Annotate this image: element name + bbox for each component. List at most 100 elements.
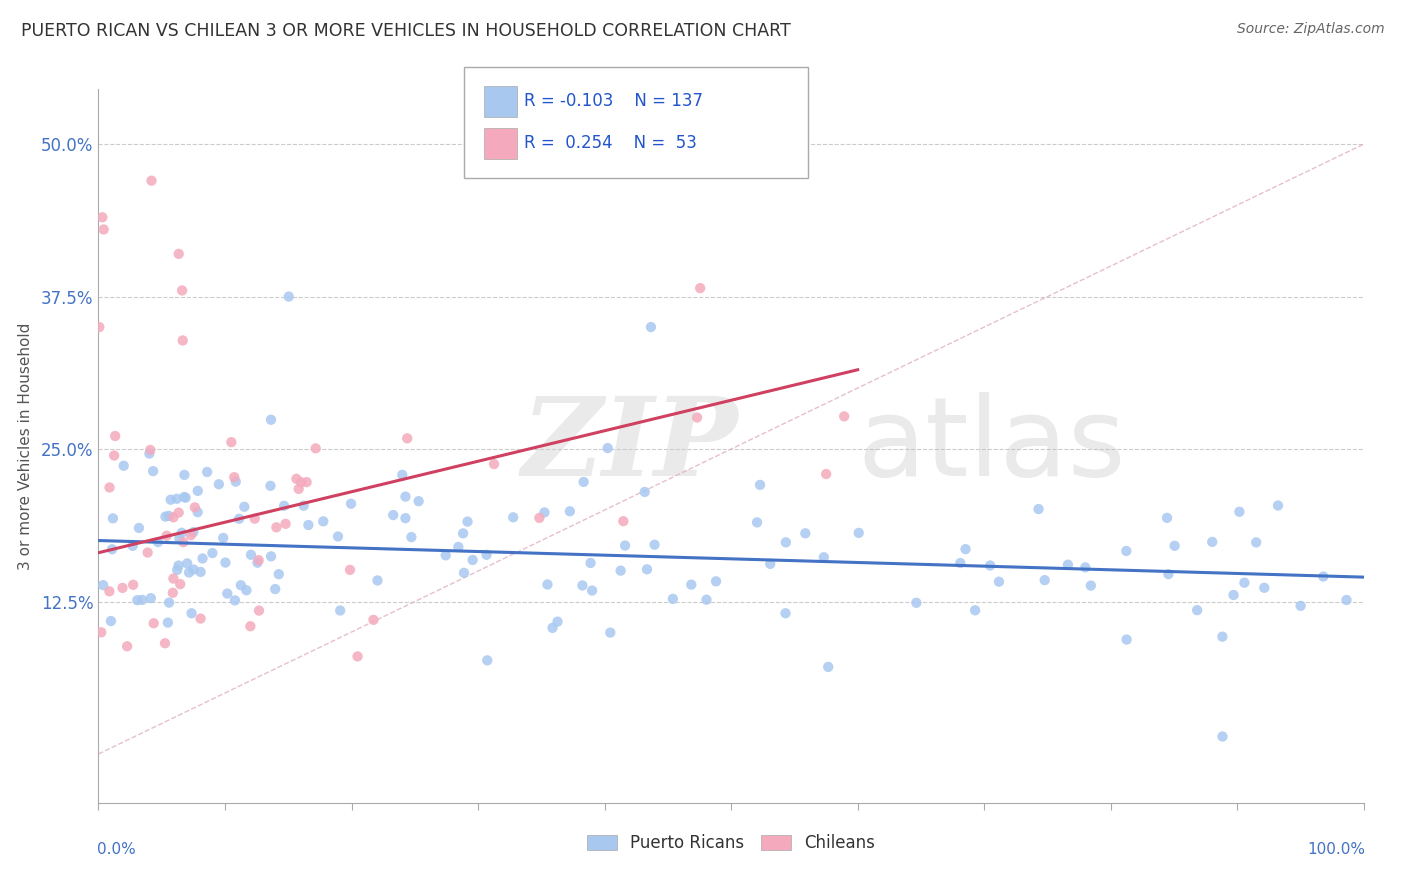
Point	[112, 458, 135, 473]
Point	[181, 525, 204, 540]
Point	[391, 467, 413, 482]
Point	[100, 614, 122, 628]
Point	[111, 581, 134, 595]
Point	[609, 564, 631, 578]
Point	[103, 449, 125, 463]
Point	[408, 494, 430, 508]
Point	[139, 442, 162, 457]
Point	[104, 429, 127, 443]
Point	[166, 563, 188, 577]
Point	[195, 465, 218, 479]
Point	[662, 591, 685, 606]
Point	[340, 497, 363, 511]
Point	[93, 222, 115, 236]
Point	[396, 431, 419, 445]
Point	[326, 529, 349, 543]
Point	[686, 410, 709, 425]
Point	[745, 516, 768, 530]
Point	[813, 550, 835, 565]
Point	[136, 545, 159, 559]
Point	[794, 526, 817, 541]
Point	[290, 475, 312, 490]
Point	[101, 511, 124, 525]
Point	[225, 475, 247, 489]
Point	[264, 582, 287, 596]
Point	[217, 586, 239, 600]
Point	[461, 553, 484, 567]
Point	[173, 490, 195, 504]
Point	[247, 553, 270, 567]
Point	[1289, 599, 1312, 613]
Point	[170, 525, 193, 540]
Point	[169, 577, 191, 591]
Point	[159, 492, 181, 507]
Point	[1185, 603, 1208, 617]
Point	[1028, 502, 1050, 516]
Point	[259, 479, 281, 493]
Point	[187, 505, 209, 519]
Point	[434, 549, 457, 563]
Point	[339, 563, 361, 577]
Point	[172, 284, 194, 298]
Point	[156, 615, 179, 630]
Text: PUERTO RICAN VS CHILEAN 3 OR MORE VEHICLES IN HOUSEHOLD CORRELATION CHART: PUERTO RICAN VS CHILEAN 3 OR MORE VEHICL…	[21, 22, 790, 40]
Point	[681, 577, 703, 591]
Point	[1211, 730, 1233, 744]
Point	[529, 511, 551, 525]
Point	[346, 649, 368, 664]
Point	[1222, 588, 1244, 602]
Point	[173, 467, 195, 482]
Text: 100.0%: 100.0%	[1308, 842, 1365, 857]
Point	[176, 557, 198, 571]
Point	[162, 510, 184, 524]
Point	[167, 558, 190, 573]
Point	[634, 485, 657, 500]
Point	[366, 574, 388, 588]
Point	[1115, 544, 1137, 558]
Point	[848, 525, 870, 540]
Point	[157, 596, 180, 610]
Point	[817, 660, 839, 674]
Point	[273, 499, 295, 513]
Point	[247, 604, 270, 618]
Point	[502, 510, 524, 524]
Point	[1157, 567, 1180, 582]
Point	[536, 577, 558, 591]
Point	[121, 539, 143, 553]
Point	[162, 572, 184, 586]
Point	[239, 619, 262, 633]
Point	[285, 472, 308, 486]
Point	[155, 509, 177, 524]
Point	[579, 556, 602, 570]
Point	[260, 413, 283, 427]
Point	[1229, 505, 1251, 519]
Point	[98, 584, 121, 599]
Point	[98, 480, 121, 494]
Point	[759, 557, 782, 571]
Point	[1233, 575, 1256, 590]
Point	[240, 548, 263, 562]
Point	[246, 556, 269, 570]
Point	[127, 593, 149, 607]
Point	[457, 515, 479, 529]
Point	[131, 593, 153, 607]
Point	[475, 548, 498, 562]
Text: Source: ZipAtlas.com: Source: ZipAtlas.com	[1237, 22, 1385, 37]
Point	[177, 566, 200, 580]
Point	[212, 531, 235, 545]
Point	[704, 574, 727, 589]
Point	[1080, 579, 1102, 593]
Point	[1163, 539, 1185, 553]
Point	[184, 500, 207, 515]
Point	[640, 320, 662, 334]
Point	[167, 506, 190, 520]
Point	[572, 475, 595, 489]
Point	[190, 611, 212, 625]
Point	[153, 636, 176, 650]
Point	[142, 616, 165, 631]
Point	[775, 535, 797, 549]
Point	[90, 625, 112, 640]
Point	[541, 621, 564, 635]
Point	[382, 508, 405, 522]
Point	[201, 546, 224, 560]
